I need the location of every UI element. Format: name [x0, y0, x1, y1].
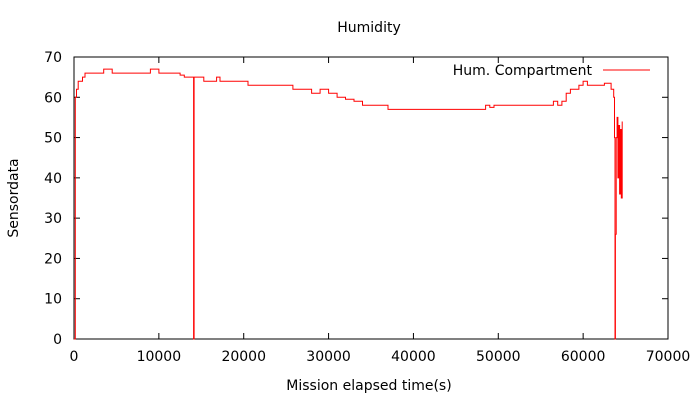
chart-title: Humidity	[337, 20, 400, 36]
legend: Hum. Compartment	[453, 63, 650, 79]
legend-label: Hum. Compartment	[453, 63, 593, 79]
x-tick-label: 20000	[221, 349, 266, 365]
y-axis-label: Sensordata	[6, 158, 22, 237]
y-tick-label: 30	[44, 211, 62, 227]
y-tick-label: 0	[53, 332, 62, 348]
x-tick-label: 30000	[306, 349, 351, 365]
x-tick-label: 60000	[561, 349, 606, 365]
x-tick-label: 40000	[391, 349, 436, 365]
x-tick-label: 10000	[137, 349, 182, 365]
y-axis: 0 10 20 30 40 50 60 70	[44, 50, 668, 348]
y-tick-label: 60	[44, 90, 62, 106]
plot-area	[73, 56, 669, 340]
x-axis-label: Mission elapsed time(s)	[286, 378, 451, 394]
y-tick-label: 50	[44, 131, 62, 147]
x-tick-label: 50000	[476, 349, 521, 365]
y-tick-label: 10	[44, 292, 62, 308]
series-line-hum-compartment	[74, 68, 623, 340]
x-axis: 0 10000 20000 30000 40000 50000 60000 70000	[70, 57, 691, 365]
series-layer	[74, 68, 623, 340]
y-tick-label: 20	[44, 251, 62, 267]
y-tick-label: 40	[44, 171, 62, 187]
x-tick-label: 0	[70, 349, 79, 365]
x-tick-label: 70000	[646, 349, 691, 365]
y-tick-label: 70	[44, 50, 62, 66]
plot-border	[73, 56, 669, 340]
